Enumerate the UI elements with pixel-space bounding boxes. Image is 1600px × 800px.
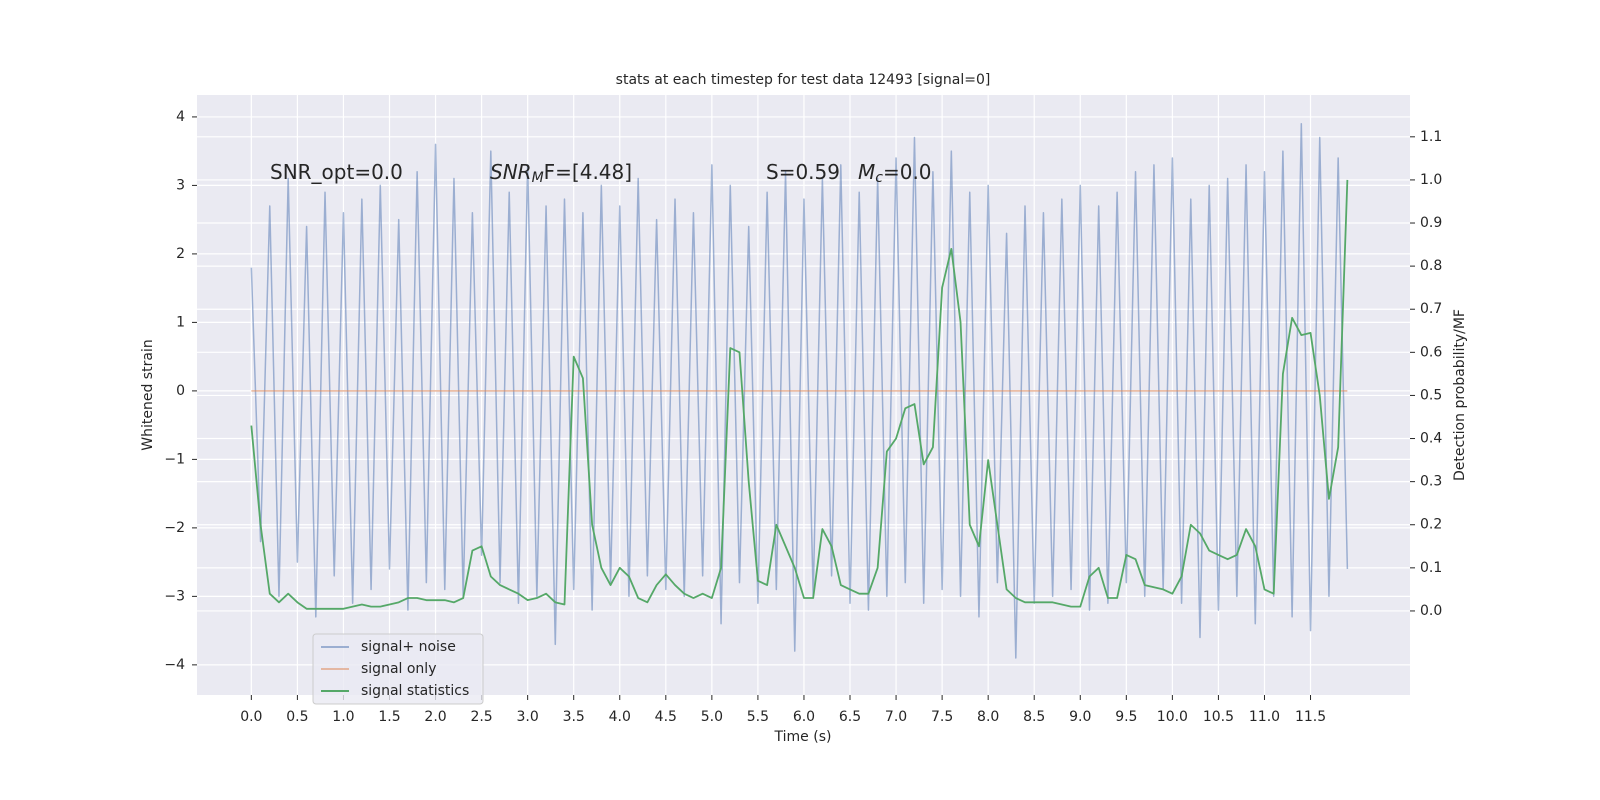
x-tick-label: 5.5 — [747, 709, 769, 725]
x-tick-label: 10.5 — [1203, 709, 1234, 725]
legend-box — [312, 633, 484, 705]
y2-tick-label: 0.6 — [1420, 344, 1442, 360]
y2-tick-label: 0.1 — [1420, 560, 1442, 576]
y-tick-label: −2 — [164, 520, 185, 536]
y2-tick-label: 0.8 — [1420, 258, 1442, 274]
annotation: SNR_opt=0.0 — [270, 160, 403, 184]
y2-tick-label: 0.2 — [1420, 517, 1442, 533]
x-tick-label: 11.5 — [1295, 709, 1326, 725]
x-tick-label: 6.5 — [839, 709, 861, 725]
legend-label: signal+ noise — [361, 639, 456, 655]
x-tick-label: 2.5 — [470, 709, 492, 725]
y-tick-label: 0 — [176, 383, 185, 399]
y2-tick-label: 0.5 — [1420, 387, 1442, 403]
y-tick-label: 4 — [176, 109, 185, 125]
x-tick-label: 4.0 — [609, 709, 631, 725]
annotation-part: c — [875, 170, 883, 186]
y2-tick-label: 0.0 — [1420, 603, 1442, 619]
y2-tick-label: 0.4 — [1420, 431, 1442, 447]
x-tick-label: 5.0 — [701, 709, 723, 725]
y2-axis-label: Detection probability/MF — [1452, 309, 1468, 481]
legend: signal+ noise signal only signal statistic… — [312, 633, 484, 705]
y2-tick-label: 0.3 — [1420, 474, 1442, 490]
x-tick-label: 0.0 — [240, 709, 262, 725]
x-tick-label: 8.5 — [1023, 709, 1045, 725]
x-axis-label: Time (s) — [774, 729, 832, 745]
annotation-part: M — [858, 160, 875, 184]
x-tick-label: 3.0 — [517, 709, 539, 725]
annotation: S=0.59 — [766, 160, 840, 184]
y-axis-label: Whitened strain — [140, 339, 156, 450]
series-line — [250, 123, 1349, 659]
series-line — [250, 179, 1349, 610]
legend-label: signal only — [361, 661, 436, 677]
y2-tick-label: 1.0 — [1420, 172, 1442, 188]
y-tick-label: 3 — [176, 177, 185, 193]
x-tick-label: 3.5 — [563, 709, 585, 725]
x-tick-label: 6.0 — [793, 709, 815, 725]
x-tick-label: 7.0 — [885, 709, 907, 725]
annotation-part: M — [532, 170, 544, 186]
y-tick-label: −1 — [164, 451, 185, 467]
y-tick-label: 2 — [176, 246, 185, 262]
annotation-part: SNR_opt=0.0 — [270, 160, 403, 184]
chart-title: stats at each timestep for test data 124… — [616, 72, 991, 88]
y2-tick-label: 1.1 — [1420, 129, 1442, 145]
x-tick-label: 1.5 — [378, 709, 400, 725]
x-tick-label: 7.5 — [931, 709, 953, 725]
y-tick-label: −4 — [164, 657, 185, 673]
y2-tick-label: 0.9 — [1420, 215, 1442, 231]
annotation-part: =0.0 — [883, 160, 932, 184]
y2-tick-label: 0.7 — [1420, 301, 1442, 317]
x-tick-label: 8.0 — [977, 709, 999, 725]
y-tick-label: 1 — [176, 314, 185, 330]
annotation: Mc=0.0 — [858, 160, 932, 187]
x-tick-label: 10.0 — [1157, 709, 1188, 725]
legend-label: signal statistics — [361, 683, 469, 699]
x-tick-label: 4.5 — [655, 709, 677, 725]
annotation: SNRMF=[4.48] — [490, 160, 632, 187]
annotation-part: S=0.59 — [766, 160, 840, 184]
x-tick-label: 2.0 — [424, 709, 446, 725]
x-tick-label: 9.5 — [1115, 709, 1137, 725]
x-tick-label: 1.0 — [332, 709, 354, 725]
annotation-part: F=[4.48] — [544, 160, 632, 184]
y-tick-label: −3 — [164, 588, 185, 604]
x-tick-label: 11.0 — [1249, 709, 1280, 725]
x-tick-label: 9.0 — [1069, 709, 1091, 725]
annotation-part: SNR — [490, 160, 532, 184]
x-tick-label: 0.5 — [286, 709, 308, 725]
